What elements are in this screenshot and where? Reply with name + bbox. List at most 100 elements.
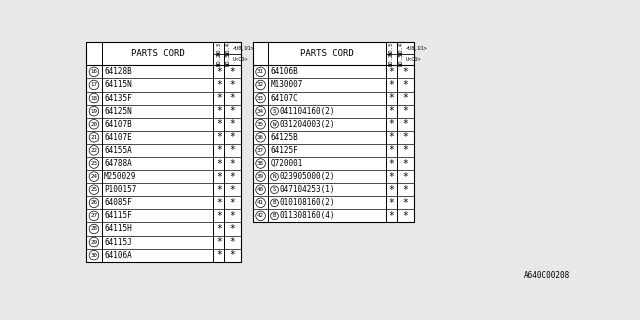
Bar bbox=[86, 42, 241, 262]
Text: *: * bbox=[216, 93, 221, 103]
Text: *: * bbox=[388, 172, 394, 182]
Text: *: * bbox=[216, 145, 221, 156]
Text: 28: 28 bbox=[90, 227, 97, 231]
Text: *: * bbox=[388, 67, 394, 77]
Text: *: * bbox=[388, 158, 394, 169]
Text: *: * bbox=[230, 145, 236, 156]
Text: S: S bbox=[273, 187, 276, 192]
Text: *: * bbox=[388, 132, 394, 142]
Text: 24: 24 bbox=[90, 174, 97, 179]
Text: *: * bbox=[388, 185, 394, 195]
Text: NO.3: NO.3 bbox=[389, 42, 394, 54]
Text: *: * bbox=[230, 158, 236, 169]
Text: *: * bbox=[403, 172, 408, 182]
Text: *: * bbox=[388, 80, 394, 90]
Text: 64115J: 64115J bbox=[104, 237, 132, 247]
Text: 64085F: 64085F bbox=[104, 198, 132, 207]
Text: 64106A: 64106A bbox=[104, 251, 132, 260]
Text: B: B bbox=[273, 200, 276, 205]
Text: *: * bbox=[403, 106, 408, 116]
Text: *: * bbox=[230, 237, 236, 247]
Text: NO.3: NO.3 bbox=[398, 53, 403, 66]
Text: *: * bbox=[388, 198, 394, 208]
Text: 64125F: 64125F bbox=[271, 146, 298, 155]
Text: *: * bbox=[216, 237, 221, 247]
Text: 64788A: 64788A bbox=[104, 159, 132, 168]
Text: *: * bbox=[216, 106, 221, 116]
Text: S: S bbox=[273, 109, 276, 114]
Text: *: * bbox=[216, 172, 221, 182]
Bar bbox=[253, 42, 414, 222]
Text: *: * bbox=[230, 211, 236, 221]
Text: *: * bbox=[216, 198, 221, 208]
Text: *: * bbox=[216, 185, 221, 195]
Text: *: * bbox=[403, 145, 408, 156]
Text: *: * bbox=[230, 106, 236, 116]
Text: PARTS CORD: PARTS CORD bbox=[300, 49, 354, 58]
Text: NO.3: NO.3 bbox=[225, 53, 230, 66]
Text: <U0,U1>: <U0,U1> bbox=[233, 45, 255, 51]
Text: 30: 30 bbox=[90, 253, 97, 258]
Text: 64115F: 64115F bbox=[104, 212, 132, 220]
Text: 36: 36 bbox=[257, 135, 264, 140]
Text: 010108160(2): 010108160(2) bbox=[279, 198, 335, 207]
Text: *: * bbox=[230, 250, 236, 260]
Text: *: * bbox=[403, 93, 408, 103]
Text: U<CO>: U<CO> bbox=[406, 57, 421, 62]
Text: *: * bbox=[403, 185, 408, 195]
Text: *: * bbox=[216, 80, 221, 90]
Text: *: * bbox=[403, 119, 408, 129]
Text: 19: 19 bbox=[90, 109, 97, 114]
Text: *: * bbox=[216, 211, 221, 221]
Text: <U0,U1>: <U0,U1> bbox=[406, 45, 428, 51]
Text: *: * bbox=[403, 198, 408, 208]
Text: 27: 27 bbox=[90, 213, 97, 218]
Text: 64106B: 64106B bbox=[271, 68, 298, 76]
Text: 41: 41 bbox=[257, 200, 264, 205]
Text: *: * bbox=[216, 250, 221, 260]
Text: 37: 37 bbox=[257, 148, 264, 153]
Text: *: * bbox=[388, 93, 394, 103]
Text: 64107B: 64107B bbox=[104, 120, 132, 129]
Text: 34: 34 bbox=[257, 109, 264, 114]
Text: PARTS CORD: PARTS CORD bbox=[131, 49, 184, 58]
Text: 16: 16 bbox=[90, 69, 97, 74]
Text: 64125N: 64125N bbox=[104, 107, 132, 116]
Text: 64115N: 64115N bbox=[104, 81, 132, 90]
Text: *: * bbox=[388, 106, 394, 116]
Text: 64135F: 64135F bbox=[104, 93, 132, 103]
Text: 32: 32 bbox=[257, 83, 264, 87]
Text: *: * bbox=[230, 224, 236, 234]
Text: 40: 40 bbox=[257, 187, 264, 192]
Text: A640C00208: A640C00208 bbox=[524, 271, 570, 280]
Text: 18: 18 bbox=[90, 96, 97, 100]
Text: 39: 39 bbox=[257, 174, 264, 179]
Text: *: * bbox=[216, 132, 221, 142]
Text: 29: 29 bbox=[90, 240, 97, 244]
Text: NO.4: NO.4 bbox=[225, 42, 230, 54]
Text: *: * bbox=[403, 67, 408, 77]
Text: *: * bbox=[388, 119, 394, 129]
Text: B: B bbox=[273, 213, 276, 218]
Text: M250029: M250029 bbox=[104, 172, 136, 181]
Text: NO.2: NO.2 bbox=[216, 53, 221, 66]
Text: W: W bbox=[273, 122, 276, 127]
Text: 20: 20 bbox=[90, 122, 97, 127]
Text: 64155A: 64155A bbox=[104, 146, 132, 155]
Text: 22: 22 bbox=[90, 148, 97, 153]
Text: NO.4: NO.4 bbox=[398, 42, 403, 54]
Text: 23: 23 bbox=[90, 161, 97, 166]
Text: 25: 25 bbox=[90, 187, 97, 192]
Text: *: * bbox=[216, 119, 221, 129]
Text: *: * bbox=[216, 224, 221, 234]
Text: *: * bbox=[403, 211, 408, 221]
Text: 64128B: 64128B bbox=[104, 68, 132, 76]
Text: *: * bbox=[403, 80, 408, 90]
Text: 38: 38 bbox=[257, 161, 264, 166]
Text: 023905000(2): 023905000(2) bbox=[279, 172, 335, 181]
Text: *: * bbox=[216, 158, 221, 169]
Text: U<CO>: U<CO> bbox=[233, 57, 248, 62]
Text: P100157: P100157 bbox=[104, 185, 136, 194]
Text: 64115H: 64115H bbox=[104, 224, 132, 234]
Text: M130007: M130007 bbox=[271, 81, 303, 90]
